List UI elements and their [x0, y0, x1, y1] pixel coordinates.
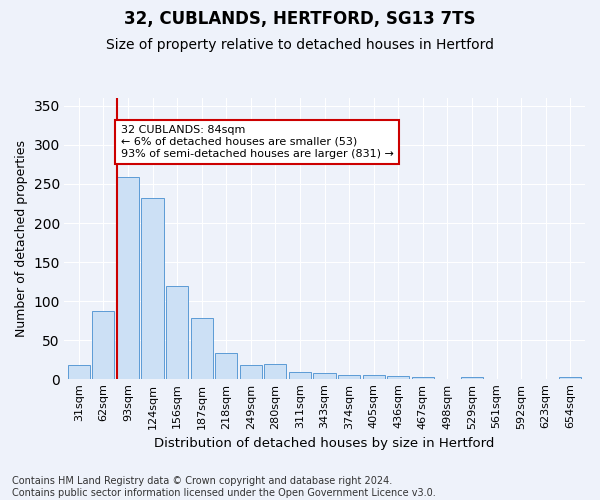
Bar [461, 377, 483, 380]
Bar [92, 312, 115, 380]
Bar [191, 318, 213, 380]
Text: Size of property relative to detached houses in Hertford: Size of property relative to detached ho… [106, 38, 494, 52]
Bar [117, 177, 139, 380]
Bar [142, 198, 164, 380]
Text: 32 CUBLANDS: 84sqm
← 6% of detached houses are smaller (53)
93% of semi-detached: 32 CUBLANDS: 84sqm ← 6% of detached hous… [121, 126, 394, 158]
X-axis label: Distribution of detached houses by size in Hertford: Distribution of detached houses by size … [154, 437, 495, 450]
Bar [338, 374, 360, 380]
Bar [412, 377, 434, 380]
Bar [240, 366, 262, 380]
Bar [362, 376, 385, 380]
Text: Contains HM Land Registry data © Crown copyright and database right 2024.
Contai: Contains HM Land Registry data © Crown c… [12, 476, 436, 498]
Bar [289, 372, 311, 380]
Bar [313, 373, 335, 380]
Bar [215, 353, 238, 380]
Bar [68, 366, 90, 380]
Bar [559, 377, 581, 380]
Bar [166, 286, 188, 380]
Y-axis label: Number of detached properties: Number of detached properties [15, 140, 28, 337]
Text: 32, CUBLANDS, HERTFORD, SG13 7TS: 32, CUBLANDS, HERTFORD, SG13 7TS [124, 10, 476, 28]
Bar [387, 376, 409, 380]
Bar [265, 364, 286, 380]
